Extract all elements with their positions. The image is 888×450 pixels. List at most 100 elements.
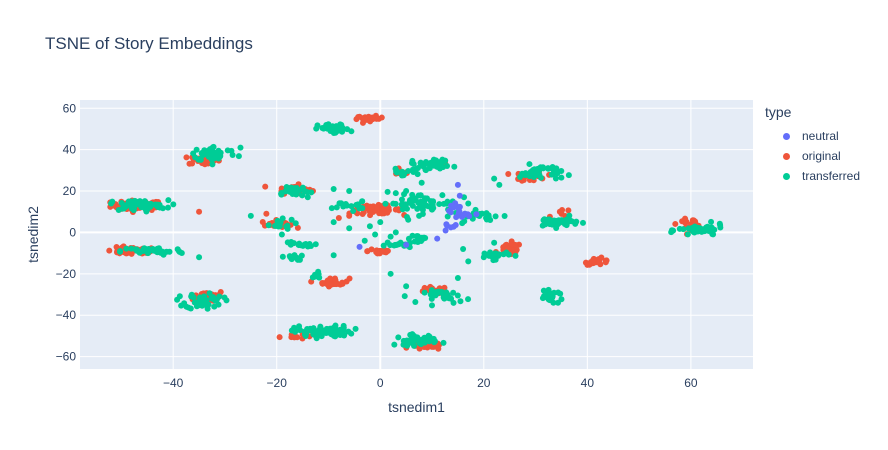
point-transferred[interactable] xyxy=(372,231,379,238)
point-transferred[interactable] xyxy=(108,200,115,207)
point-transferred[interactable] xyxy=(412,298,419,305)
point-transferred[interactable] xyxy=(428,302,435,309)
point-original[interactable] xyxy=(183,154,190,161)
point-transferred[interactable] xyxy=(490,257,497,264)
point-transferred[interactable] xyxy=(465,296,472,303)
point-transferred[interactable] xyxy=(465,258,472,265)
point-transferred[interactable] xyxy=(312,241,319,248)
point-transferred[interactable] xyxy=(312,332,319,339)
point-original[interactable] xyxy=(327,275,334,282)
point-transferred[interactable] xyxy=(418,179,425,186)
point-transferred[interactable] xyxy=(290,189,297,196)
point-transferred[interactable] xyxy=(579,219,586,226)
point-original[interactable] xyxy=(327,282,334,289)
point-transferred[interactable] xyxy=(156,201,163,208)
point-transferred[interactable] xyxy=(500,251,507,258)
point-transferred[interactable] xyxy=(247,212,254,219)
point-transferred[interactable] xyxy=(421,289,428,296)
point-transferred[interactable] xyxy=(348,128,355,135)
point-neutral[interactable] xyxy=(447,209,454,216)
point-transferred[interactable] xyxy=(398,201,405,208)
point-original[interactable] xyxy=(196,208,203,215)
point-transferred[interactable] xyxy=(409,202,416,209)
point-transferred[interactable] xyxy=(315,268,322,275)
point-transferred[interactable] xyxy=(403,213,410,220)
point-transferred[interactable] xyxy=(549,218,556,225)
point-transferred[interactable] xyxy=(545,165,552,172)
point-transferred[interactable] xyxy=(496,181,503,188)
point-transferred[interactable] xyxy=(316,326,323,333)
point-original[interactable] xyxy=(590,257,597,264)
point-transferred[interactable] xyxy=(210,143,217,150)
point-original[interactable] xyxy=(319,280,326,287)
point-transferred[interactable] xyxy=(684,231,691,238)
point-transferred[interactable] xyxy=(526,161,533,168)
point-transferred[interactable] xyxy=(420,200,427,207)
legend-item-transferred[interactable]: transferred xyxy=(765,166,860,186)
point-original[interactable] xyxy=(294,224,301,231)
point-transferred[interactable] xyxy=(175,248,182,255)
point-transferred[interactable] xyxy=(558,174,565,181)
point-transferred[interactable] xyxy=(176,293,183,300)
point-transferred[interactable] xyxy=(342,201,349,208)
point-transferred[interactable] xyxy=(361,237,368,244)
legend-item-neutral[interactable]: neutral xyxy=(765,126,860,146)
point-transferred[interactable] xyxy=(403,188,410,195)
point-neutral[interactable] xyxy=(434,235,441,242)
point-transferred[interactable] xyxy=(392,165,399,172)
point-neutral[interactable] xyxy=(460,212,467,219)
point-transferred[interactable] xyxy=(309,274,316,281)
point-transferred[interactable] xyxy=(278,231,285,238)
point-transferred[interactable] xyxy=(398,196,405,203)
point-transferred[interactable] xyxy=(430,198,437,205)
point-transferred[interactable] xyxy=(537,164,544,171)
point-neutral[interactable] xyxy=(473,211,480,218)
point-transferred[interactable] xyxy=(136,198,143,205)
point-transferred[interactable] xyxy=(416,340,423,347)
point-transferred[interactable] xyxy=(291,324,298,331)
point-transferred[interactable] xyxy=(237,144,244,151)
point-transferred[interactable] xyxy=(346,188,353,195)
point-transferred[interactable] xyxy=(480,254,487,261)
point-transferred[interactable] xyxy=(419,210,426,217)
point-transferred[interactable] xyxy=(395,334,402,341)
point-original[interactable] xyxy=(333,281,340,288)
point-transferred[interactable] xyxy=(430,335,437,342)
point-original[interactable] xyxy=(692,218,699,225)
point-transferred[interactable] xyxy=(409,166,416,173)
point-transferred[interactable] xyxy=(418,238,425,245)
point-original[interactable] xyxy=(367,118,374,125)
point-transferred[interactable] xyxy=(440,339,447,346)
point-transferred[interactable] xyxy=(436,201,443,208)
point-transferred[interactable] xyxy=(279,253,286,260)
point-original[interactable] xyxy=(113,244,120,251)
point-neutral[interactable] xyxy=(455,205,462,212)
point-transferred[interactable] xyxy=(565,172,572,179)
point-transferred[interactable] xyxy=(439,156,446,163)
point-transferred[interactable] xyxy=(398,172,405,179)
point-transferred[interactable] xyxy=(392,200,399,207)
point-transferred[interactable] xyxy=(119,205,126,212)
point-transferred[interactable] xyxy=(117,248,124,255)
point-transferred[interactable] xyxy=(323,329,330,336)
point-transferred[interactable] xyxy=(235,153,242,160)
point-transferred[interactable] xyxy=(522,170,529,177)
point-transferred[interactable] xyxy=(330,185,337,192)
point-transferred[interactable] xyxy=(382,200,389,207)
point-transferred[interactable] xyxy=(400,337,407,344)
point-transferred[interactable] xyxy=(405,235,412,242)
point-transferred[interactable] xyxy=(348,203,355,210)
point-original[interactable] xyxy=(364,248,371,255)
point-transferred[interactable] xyxy=(340,326,347,333)
point-transferred[interactable] xyxy=(541,219,548,226)
point-transferred[interactable] xyxy=(457,298,464,305)
point-transferred[interactable] xyxy=(413,335,420,342)
point-transferred[interactable] xyxy=(221,294,228,301)
point-original[interactable] xyxy=(355,114,362,121)
point-transferred[interactable] xyxy=(440,294,447,301)
point-transferred[interactable] xyxy=(380,242,387,249)
point-transferred[interactable] xyxy=(450,289,457,296)
point-transferred[interactable] xyxy=(501,213,508,220)
point-transferred[interactable] xyxy=(205,301,212,308)
point-original[interactable] xyxy=(565,207,572,214)
